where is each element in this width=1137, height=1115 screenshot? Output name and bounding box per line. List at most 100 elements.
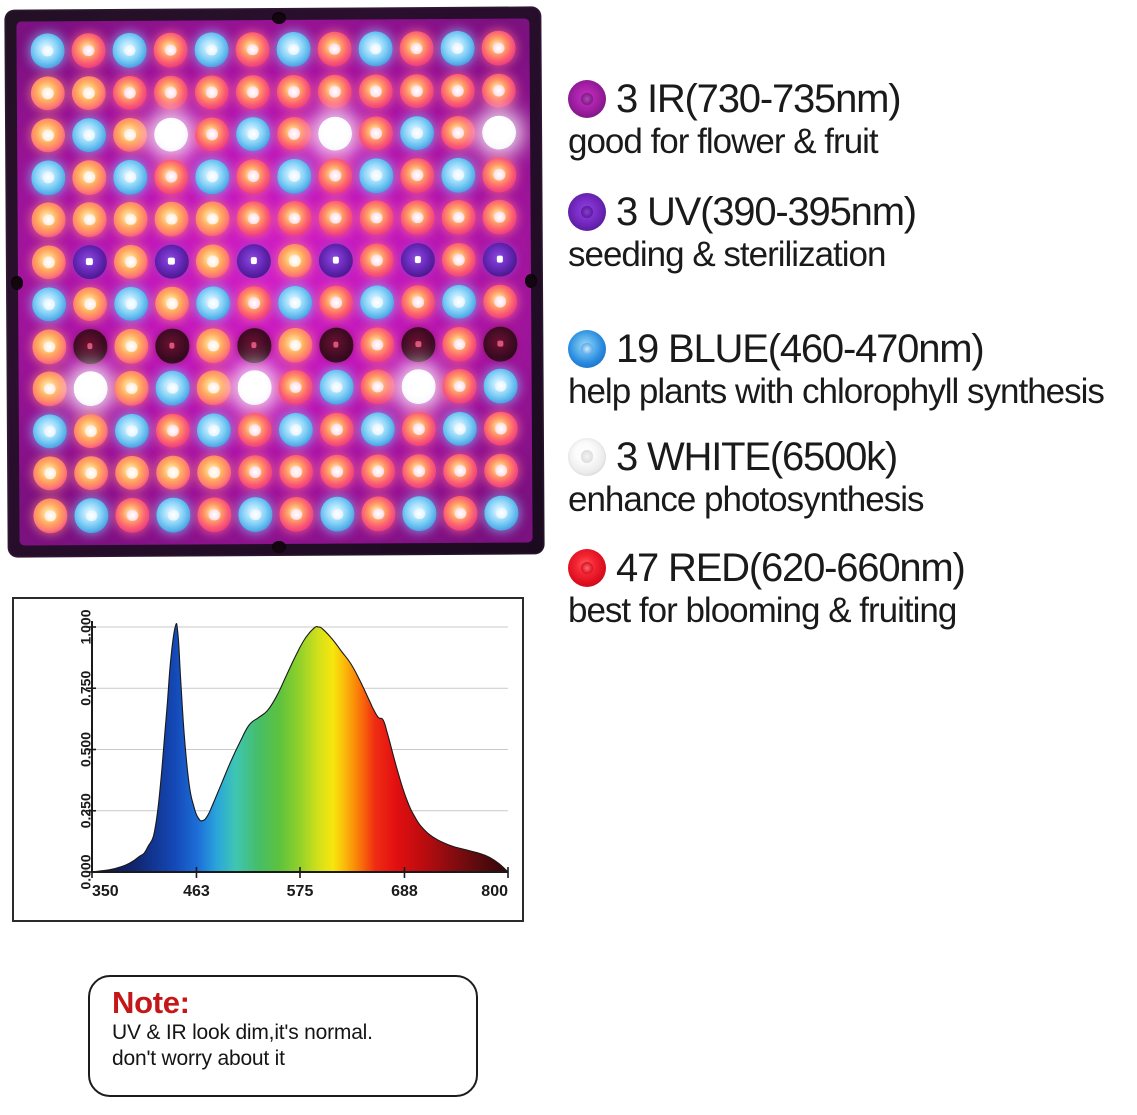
spec-legend: 3 IR(730-735nm) good for flower & fruit … [568,78,1133,640]
led-cell [151,240,192,283]
note-title: Note: [112,985,190,1020]
led-red-icon [194,117,230,152]
led-cell [109,114,150,157]
led-dot-blue-icon [568,330,606,369]
led-red2-icon [113,202,148,237]
spec-item-ir: 3 IR(730-735nm) good for flower & fruit [568,78,1133,161]
led-cell [234,367,275,410]
led-cell [151,198,192,241]
led-uv-icon [318,243,354,278]
led-red2-icon [277,243,313,279]
led-cell [109,29,150,72]
led-cell [151,282,192,325]
led-cell [397,196,438,239]
led-red2-icon [32,456,68,491]
led-cell [439,323,480,366]
led-cell [396,27,437,70]
led-red2-icon [155,455,191,491]
led-red2-icon [196,455,232,490]
led-cell [274,155,315,198]
spec-title-ir: 3 IR(730-735nm) [616,77,902,121]
spec-head-red: 47 RED(620-660nm) [568,547,1133,589]
led-cell [112,494,153,537]
led-cell [274,197,315,240]
note-box: Note: UV & IR look dim,it's normal. don'… [88,975,478,1097]
led-ir-icon [401,327,436,362]
spectrum-chart: 0.000 0.250 0.500 0.750 1.000 350 463 575 688 800 [12,597,524,922]
led-red2-icon [154,201,189,237]
led-white-icon [153,117,189,153]
mount-hole-top [272,12,286,24]
led-cell [234,324,275,367]
led-cell [110,198,151,241]
led-red2-icon [195,328,231,364]
led-red-icon [276,74,312,109]
led-cell [29,326,70,369]
led-blue-icon [277,285,313,321]
led-cell [357,281,398,324]
led-cell [152,409,193,452]
led-blue-icon [276,32,311,67]
led-red-icon [319,454,355,490]
led-red-icon [400,200,436,236]
led-blue-icon [440,31,476,66]
led-cell [27,156,68,199]
chart-y-tick-label: 0.750 [77,671,93,706]
led-red-icon [482,284,518,320]
led-red-icon [482,199,518,235]
led-cell [356,239,397,282]
spec-title-white: 3 WHITE(6500k) [616,434,898,479]
led-red2-icon [73,413,109,449]
led-red-icon [236,285,272,321]
led-cell [439,408,480,451]
led-cell [68,29,109,72]
led-cell [480,323,521,366]
led-blue-icon [194,159,230,195]
led-blue-icon [359,285,395,320]
spec-head-white: 3 WHITE(6500k) [568,436,1133,478]
mount-hole-left [11,276,23,290]
led-red-icon [236,201,271,237]
led-cell [110,240,151,283]
led-red2-icon [71,75,106,111]
led-uv-icon [154,244,190,279]
chart-svg: 0.000 0.250 0.500 0.750 1.000 350 463 575 688 800 [77,609,509,900]
led-cell [397,239,438,282]
led-red-icon [153,32,188,68]
led-red-icon [441,200,477,235]
led-red-icon [443,495,478,531]
led-cell [438,154,479,197]
led-cell [235,493,276,536]
led-cell [152,367,193,410]
led-cell [70,452,111,495]
led-cell [356,112,397,155]
led-cell [275,409,316,452]
led-blue-icon [31,287,67,322]
led-red-icon [360,454,396,489]
led-uv-icon [400,242,436,278]
spec-item-uv: 3 UV(390-395nm) seeding & sterilization [568,191,1133,274]
led-cell [273,28,314,71]
led-cell [150,29,191,72]
led-cell [193,451,234,494]
led-blue-icon [320,496,355,532]
led-cell [111,410,152,453]
led-cell [479,111,520,154]
led-red2-icon [72,286,108,322]
led-red-icon [442,326,477,362]
led-red-icon [361,496,396,532]
led-red2-icon [31,202,66,238]
led-cell [192,282,233,325]
led-cell [316,366,357,409]
led-cell [70,410,111,453]
led-red-icon [400,158,435,193]
chart-x-tick-label: 688 [391,883,418,900]
led-cell [356,154,397,197]
led-blue-icon [155,497,191,533]
led-cell [397,112,438,155]
mount-hole-bottom [272,541,286,553]
led-cell [110,283,151,326]
spec-item-red: 47 RED(620-660nm) best for blooming & fr… [568,547,1133,630]
led-cell [234,409,275,452]
